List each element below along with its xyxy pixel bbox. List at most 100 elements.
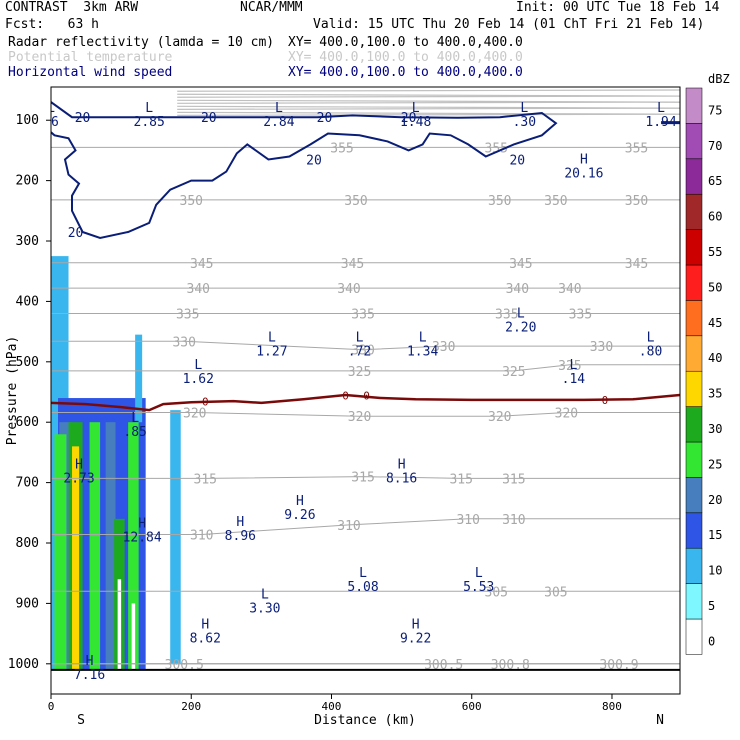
extremum-value: 9.22	[400, 632, 431, 647]
zero-isotherm-label: 0	[342, 390, 349, 403]
theta-label: 330	[432, 340, 455, 355]
theta-label: 325	[558, 359, 581, 374]
x-axis-label: Distance (km)	[314, 713, 416, 728]
theta-label: 350	[544, 194, 567, 209]
extremum-marker: H	[201, 618, 209, 633]
extremum-value: 3.30	[249, 601, 280, 616]
y-tick-label: 300	[16, 234, 39, 249]
theta-contour-strat	[177, 107, 680, 110]
colorbar-swatch-70	[685, 123, 703, 160]
y-tick-label: 500	[16, 355, 39, 370]
extremum-value: .80	[639, 345, 662, 360]
y-tick-label: 400	[16, 294, 39, 309]
reflectivity-column-9	[117, 579, 122, 670]
y-tick-label: 1000	[8, 657, 39, 672]
colorbar-label-65: 65	[708, 174, 722, 188]
theta-label: 335	[176, 307, 199, 322]
theta-label: 320	[348, 410, 371, 425]
theta-label: 350	[344, 194, 367, 209]
extremum-marker: H	[412, 618, 420, 633]
org-label: NCAR/MMM	[240, 0, 303, 15]
theta-contour-strat	[177, 101, 680, 104]
extremum-marker: H	[296, 494, 304, 509]
reflectivity-column-13	[170, 410, 181, 664]
colorbar-label-0: 0	[708, 634, 715, 648]
theta-contour-strat	[177, 113, 680, 116]
theta-label: 320	[488, 410, 511, 425]
extremum-marker: H	[86, 654, 94, 669]
extremum-value: 12.84	[123, 531, 162, 546]
wind-label: 20	[509, 153, 525, 168]
wind-contour-20	[51, 101, 558, 240]
wind-label: 20	[68, 226, 84, 241]
x-end-left: S	[77, 713, 85, 728]
colorbar-label-25: 25	[708, 457, 722, 471]
y-tick-label: 600	[16, 415, 39, 430]
theta-label: 325	[348, 365, 371, 380]
extremum-value: 8.96	[225, 529, 256, 544]
y-axis-label: Pressure (hPa)	[5, 336, 20, 446]
extremum-marker: H	[75, 458, 83, 473]
extremum-value: 9.26	[284, 508, 315, 523]
extremum-marker: L	[412, 101, 420, 116]
wind-label: 20	[201, 111, 217, 126]
extremum-value: 2.20	[505, 321, 536, 336]
extremum-value: 96	[43, 115, 59, 130]
extremum-value: 5.08	[347, 580, 378, 595]
x-tick-label: 600	[462, 700, 482, 713]
theta-label: 345	[625, 257, 648, 272]
colorbar-swatch-75	[685, 87, 703, 124]
field-wind-xy: XY= 400.0,100.0 to 400.0,400.0	[288, 65, 523, 80]
colorbar-swatch-55	[685, 229, 703, 266]
theta-label: 335	[569, 307, 592, 322]
theta-label: 335	[351, 307, 374, 322]
colorbar-swatch-25	[685, 441, 703, 478]
extremum-marker: L	[275, 101, 283, 116]
theta-label: 330	[172, 335, 195, 350]
theta-label: 305	[485, 585, 508, 600]
field-reflectivity: Radar reflectivity (lamda = 10 cm)	[8, 35, 275, 50]
colorbar-swatch-0	[685, 618, 703, 655]
extremum-marker: L	[647, 331, 655, 346]
colorbar-swatch-20	[685, 477, 703, 514]
theta-contour-315	[51, 476, 680, 479]
theta-label: 350	[488, 194, 511, 209]
colorbar-label-75: 75	[708, 103, 722, 117]
theta-contour-strat	[177, 89, 680, 92]
theta-label: 325	[502, 365, 525, 380]
reflectivity-column-12	[135, 334, 143, 423]
colorbar-label-45: 45	[708, 316, 722, 330]
reflectivity-column-3	[54, 434, 67, 670]
theta-label: 355	[330, 141, 353, 156]
y-tick-label: 100	[16, 113, 39, 128]
extremum-marker: L	[47, 101, 55, 116]
colorbar-label-60: 60	[708, 210, 722, 224]
colorbar-label-55: 55	[708, 245, 722, 259]
colorbar-label-50: 50	[708, 280, 722, 294]
field-theta: Potential temperature	[8, 50, 173, 65]
colorbar-label-40: 40	[708, 351, 722, 365]
theta-label: 315	[502, 472, 525, 487]
theta-label: 345	[190, 257, 213, 272]
extremum-value: 1.48	[400, 115, 431, 130]
y-tick-label: 200	[16, 174, 39, 189]
theta-label: 335	[495, 307, 518, 322]
extremum-value: .72	[348, 345, 371, 360]
extremum-value: 7.16	[74, 668, 105, 683]
colorbar-swatch-50	[685, 264, 703, 301]
theta-label: 310	[456, 513, 479, 528]
extremum-marker: L	[657, 101, 665, 116]
colorbar-swatch-35	[685, 370, 703, 407]
colorbar-units: dBZ	[708, 72, 730, 86]
plot-frame	[50, 86, 681, 695]
colorbar-swatch-65	[685, 158, 703, 195]
theta-label: 350	[180, 194, 203, 209]
colorbar-swatch-15	[685, 512, 703, 549]
theta-label: 340	[558, 282, 581, 297]
theta-label: 355	[485, 141, 508, 156]
reflectivity-column-6	[89, 422, 101, 670]
forecast-hour: Fcst: 63 h	[5, 17, 99, 32]
theta-contour-320	[51, 412, 680, 417]
